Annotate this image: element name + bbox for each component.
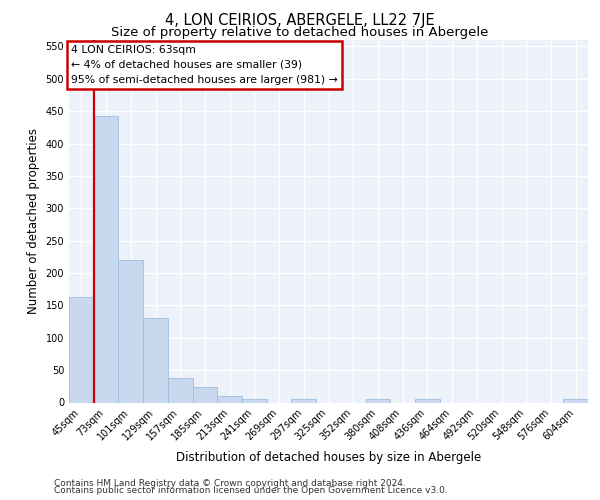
Text: 4 LON CEIRIOS: 63sqm
← 4% of detached houses are smaller (39)
95% of semi-detach: 4 LON CEIRIOS: 63sqm ← 4% of detached ho… bbox=[71, 45, 338, 85]
Bar bbox=[415, 400, 440, 402]
Bar bbox=[69, 297, 94, 403]
X-axis label: Distribution of detached houses by size in Abergele: Distribution of detached houses by size … bbox=[176, 450, 481, 464]
Bar bbox=[193, 387, 217, 402]
Y-axis label: Number of detached properties: Number of detached properties bbox=[27, 128, 40, 314]
Bar bbox=[217, 396, 242, 402]
Bar bbox=[118, 260, 143, 402]
Text: 4, LON CEIRIOS, ABERGELE, LL22 7JE: 4, LON CEIRIOS, ABERGELE, LL22 7JE bbox=[165, 12, 435, 28]
Text: Contains public sector information licensed under the Open Government Licence v3: Contains public sector information licen… bbox=[54, 486, 448, 495]
Bar bbox=[292, 400, 316, 402]
Bar bbox=[168, 378, 193, 402]
Text: Contains HM Land Registry data © Crown copyright and database right 2024.: Contains HM Land Registry data © Crown c… bbox=[54, 478, 406, 488]
Bar bbox=[143, 318, 168, 402]
Bar bbox=[94, 116, 118, 403]
Bar bbox=[563, 400, 588, 402]
Bar bbox=[242, 398, 267, 402]
Text: Size of property relative to detached houses in Abergele: Size of property relative to detached ho… bbox=[112, 26, 488, 39]
Bar bbox=[365, 400, 390, 402]
